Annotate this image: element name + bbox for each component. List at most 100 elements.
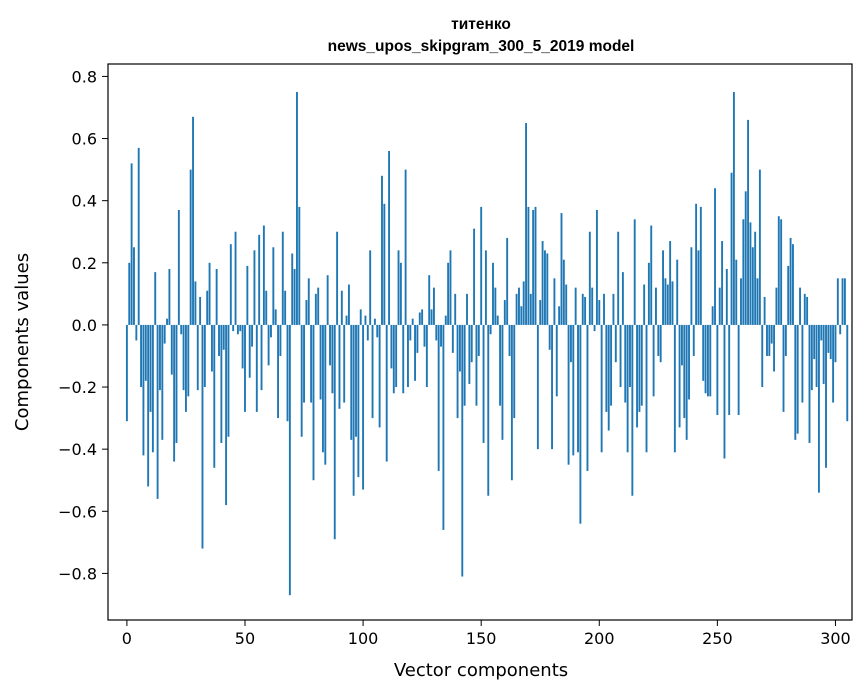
bar-70 — [291, 253, 294, 325]
bar-114 — [395, 324, 398, 388]
bar-222 — [650, 225, 653, 325]
bar-61 — [270, 324, 272, 338]
bar-111 — [388, 150, 391, 325]
bar-249 — [714, 188, 716, 325]
bar-81 — [317, 287, 320, 325]
bar-124 — [418, 312, 421, 325]
bar-149 — [477, 324, 480, 356]
bar-186 — [565, 284, 568, 325]
bar-37 — [213, 324, 216, 468]
bar-31 — [199, 296, 202, 325]
bar-7 — [142, 324, 145, 456]
bar-35 — [208, 262, 211, 325]
bar-10 — [149, 324, 152, 412]
bar-220 — [645, 324, 648, 453]
bar-240 — [692, 324, 695, 356]
bar-209 — [619, 324, 622, 388]
bar-72 — [296, 91, 298, 325]
bar-64 — [277, 324, 279, 419]
bar-237 — [685, 324, 688, 440]
bar-215 — [633, 219, 636, 325]
bar-34 — [206, 290, 209, 325]
bar-238 — [688, 324, 690, 400]
bar-36 — [210, 324, 213, 372]
bar-44 — [229, 244, 232, 325]
bar-73 — [298, 206, 301, 325]
bar-59 — [265, 290, 268, 325]
x-tick-label-150: 150 — [466, 629, 497, 648]
bar-287 — [803, 293, 806, 325]
bar-82 — [319, 324, 322, 400]
bar-239 — [690, 247, 693, 325]
bar-147 — [473, 228, 476, 325]
bar-229 — [666, 284, 669, 325]
bar-197 — [591, 287, 594, 325]
bar-260 — [740, 278, 742, 325]
bar-190 — [574, 287, 577, 325]
bar-162 — [508, 324, 511, 356]
bar-253 — [723, 324, 726, 459]
y-axis-label: Components values — [12, 253, 33, 431]
bar-255 — [728, 324, 731, 415]
bar-80 — [314, 293, 317, 325]
bar-282 — [792, 244, 794, 325]
bar-171 — [529, 293, 532, 325]
bar-63 — [274, 309, 277, 325]
bar-293 — [817, 324, 820, 493]
bar-172 — [532, 209, 535, 325]
bar-65 — [279, 324, 282, 356]
bar-194 — [584, 296, 587, 325]
bar-189 — [572, 324, 575, 456]
bar-274 — [773, 324, 775, 372]
bar-176 — [541, 241, 544, 325]
bar-207 — [614, 324, 617, 363]
bar-245 — [704, 324, 707, 394]
bar-248 — [711, 306, 714, 325]
bar-32 — [201, 324, 204, 549]
bar-212 — [626, 324, 629, 453]
bar-302 — [839, 324, 842, 335]
bar-199 — [595, 209, 598, 325]
bar-244 — [702, 324, 705, 381]
bar-107 — [378, 324, 381, 428]
bar-219 — [643, 284, 646, 325]
bar-14 — [159, 324, 161, 391]
bar-51 — [246, 265, 249, 325]
bar-258 — [735, 259, 738, 325]
bar-152 — [484, 250, 487, 325]
bar-298 — [829, 324, 832, 360]
bar-68 — [286, 324, 289, 422]
bar-141 — [458, 324, 461, 372]
bar-23 — [180, 324, 183, 335]
bar-133 — [440, 324, 442, 347]
bar-127 — [425, 324, 428, 388]
bar-21 — [175, 324, 178, 443]
bar-101 — [364, 315, 367, 325]
x-tick-label-50: 50 — [235, 629, 255, 648]
bar-262 — [744, 191, 747, 325]
bar-217 — [638, 324, 641, 412]
bar-33 — [203, 324, 206, 388]
bar-119 — [407, 324, 409, 388]
y-tick-label-0: −0.8 — [58, 564, 97, 583]
bar-76 — [305, 300, 308, 325]
bar-221 — [647, 262, 650, 325]
bar-43 — [227, 324, 230, 437]
bar-4 — [135, 324, 138, 341]
y-tick-label-3: −0.2 — [58, 378, 97, 397]
bar-54 — [253, 250, 256, 325]
bar-123 — [416, 324, 419, 353]
bar-195 — [586, 324, 589, 471]
bar-250 — [716, 324, 719, 415]
bar-132 — [437, 324, 440, 471]
bar-304 — [843, 278, 846, 325]
bar-53 — [251, 324, 254, 347]
bar-13 — [156, 324, 159, 499]
bar-120 — [409, 324, 412, 341]
bar-113 — [392, 324, 395, 394]
chart-title: титенко — [451, 16, 511, 33]
bar-232 — [673, 324, 676, 453]
bar-174 — [536, 324, 539, 450]
bar-87 — [331, 324, 334, 394]
bar-104 — [371, 324, 374, 419]
